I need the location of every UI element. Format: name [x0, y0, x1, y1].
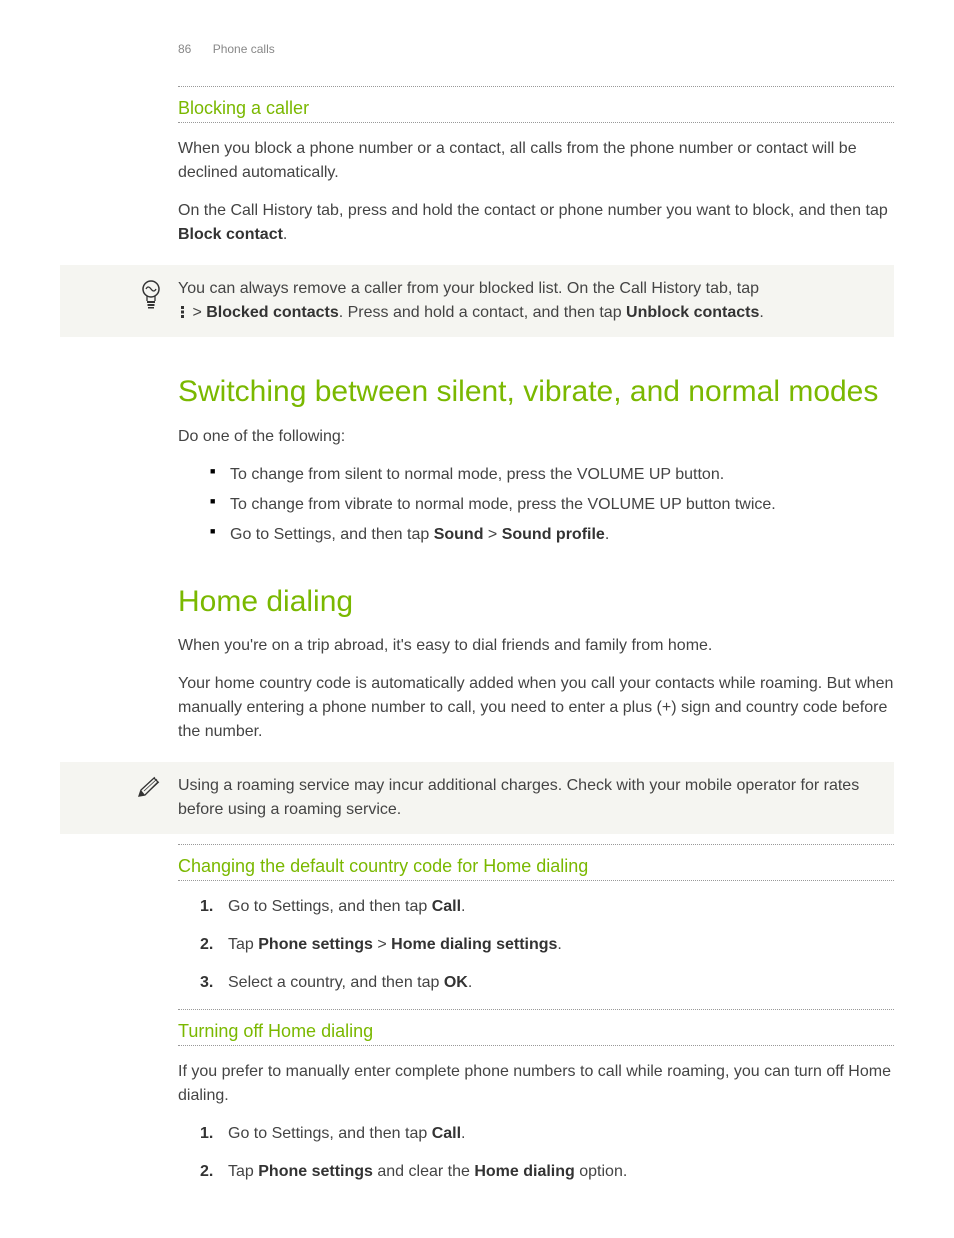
bold-text: Phone settings — [258, 936, 373, 953]
bold-text: Call — [432, 898, 461, 915]
bold-text: Phone settings — [258, 1163, 373, 1180]
lightbulb-icon — [140, 279, 162, 309]
heading-home-dialing: Home dialing — [178, 583, 894, 621]
pencil-icon — [136, 776, 162, 800]
bold-text: Sound profile — [502, 526, 605, 543]
paragraph: When you block a phone number or a conta… — [178, 137, 894, 185]
bold-text: Home dialing settings — [391, 936, 557, 953]
text: . — [605, 526, 609, 543]
text: . — [557, 936, 561, 953]
text: Go to Settings, and then tap — [230, 526, 434, 543]
section-name: Phone calls — [213, 42, 275, 56]
list-item: To change from vibrate to normal mode, p… — [210, 493, 894, 517]
document-page: 86 Phone calls Blocking a caller When yo… — [0, 0, 954, 1238]
text: > — [373, 936, 391, 953]
subheading-turning-off: Turning off Home dialing — [178, 1010, 894, 1046]
bold-text: Sound — [434, 526, 484, 543]
text: On the Call History tab, press and hold … — [178, 202, 888, 219]
text: Tap — [228, 936, 258, 953]
text: > — [483, 526, 501, 543]
text: Go to Settings, and then tap — [228, 1125, 432, 1142]
text: and clear the — [373, 1163, 474, 1180]
note-icon-cell — [60, 774, 178, 800]
text: . Press and hold a contact, and then tap — [339, 304, 626, 321]
page-header: 86 Phone calls — [178, 40, 894, 58]
list-item: Go to Settings, and then tap Call. — [200, 1122, 894, 1146]
text: option. — [575, 1163, 627, 1180]
bold-text: Blocked contacts — [206, 304, 338, 321]
tip-icon-cell — [60, 277, 178, 309]
text: . — [461, 898, 465, 915]
tip-text: You can always remove a caller from your… — [178, 277, 874, 325]
subheading-blocking: Blocking a caller — [178, 87, 894, 123]
paragraph: Your home country code is automatically … — [178, 672, 894, 744]
paragraph: When you're on a trip abroad, it's easy … — [178, 634, 894, 658]
text: . — [461, 1125, 465, 1142]
text: . — [759, 304, 763, 321]
note-box: Using a roaming service may incur additi… — [60, 762, 894, 834]
list-item: Select a country, and then tap OK. — [200, 971, 894, 995]
text: Go to Settings, and then tap — [228, 898, 432, 915]
text: Select a country, and then tap — [228, 974, 444, 991]
tip-box: You can always remove a caller from your… — [60, 265, 894, 337]
bullet-list: To change from silent to normal mode, pr… — [210, 463, 894, 547]
text: Tap — [228, 1163, 258, 1180]
paragraph: On the Call History tab, press and hold … — [178, 199, 894, 247]
bold-text: OK — [444, 974, 468, 991]
bold-text: Unblock contacts — [626, 304, 759, 321]
menu-dots-icon — [178, 305, 188, 319]
numbered-list: Go to Settings, and then tap Call. Tap P… — [200, 1122, 894, 1184]
list-item: Go to Settings, and then tap Call. — [200, 895, 894, 919]
list-item: Go to Settings, and then tap Sound > Sou… — [210, 523, 894, 547]
page-number: 86 — [178, 40, 191, 58]
list-item: To change from silent to normal mode, pr… — [210, 463, 894, 487]
text: > — [192, 304, 206, 321]
bold-text: Call — [432, 1125, 461, 1142]
bold-text: Home dialing — [474, 1163, 574, 1180]
list-item: Tap Phone settings and clear the Home di… — [200, 1160, 894, 1184]
text: You can always remove a caller from your… — [178, 280, 759, 297]
paragraph: Do one of the following: — [178, 425, 894, 449]
subheading-changing: Changing the default country code for Ho… — [178, 845, 894, 881]
numbered-list: Go to Settings, and then tap Call. Tap P… — [200, 895, 894, 995]
note-text: Using a roaming service may incur additi… — [178, 774, 874, 822]
list-item: Tap Phone settings > Home dialing settin… — [200, 933, 894, 957]
heading-switching: Switching between silent, vibrate, and n… — [178, 373, 894, 411]
text: . — [468, 974, 472, 991]
bold-text: Block contact — [178, 226, 283, 243]
paragraph: If you prefer to manually enter complete… — [178, 1060, 894, 1108]
text: . — [283, 226, 287, 243]
